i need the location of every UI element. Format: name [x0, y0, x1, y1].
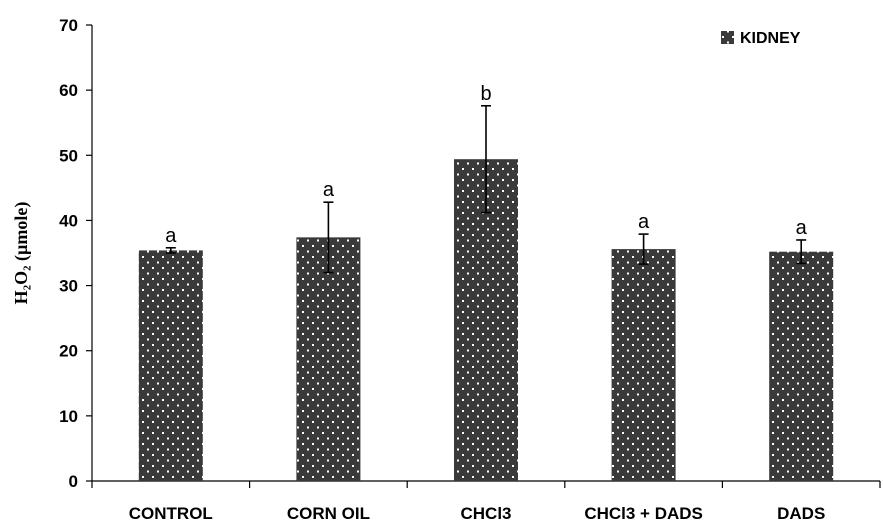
bars	[138, 159, 834, 482]
x-tick-label: CORN OIL	[287, 504, 370, 523]
error-bar	[796, 239, 807, 265]
x-ticks: CONTROL CORN OIL CHCl3 CHCl3 + DADS DADS	[91, 481, 881, 523]
error-bar	[323, 201, 334, 274]
y-tick-label: 0	[69, 472, 78, 491]
significance-label: b	[480, 83, 491, 105]
error-bar	[638, 233, 649, 265]
x-tick-label: CONTROL	[129, 504, 213, 523]
legend-swatch	[721, 31, 734, 44]
error-bar	[481, 104, 491, 214]
x-tick-label: CHCl3 + DADS	[584, 504, 703, 523]
bar-4	[611, 249, 676, 481]
bar-1	[138, 250, 203, 481]
y-tick-label: 70	[59, 16, 78, 35]
significance-labels: a a b a a	[165, 83, 807, 247]
y-tick-label: 50	[59, 146, 78, 165]
y-axis-label: H₂O₂ (µmole)	[11, 202, 32, 305]
legend: KIDNEY	[721, 30, 801, 47]
y-ticks: 0 10 20 30 40 50 60 70	[59, 16, 92, 491]
significance-label: a	[165, 225, 177, 247]
legend-label: KIDNEY	[740, 30, 801, 47]
error-bars	[165, 104, 807, 274]
significance-label: a	[323, 179, 335, 201]
significance-label: a	[638, 211, 650, 233]
y-tick-label: 40	[59, 211, 78, 230]
bar-5	[769, 251, 834, 481]
x-tick-label: CHCl3	[460, 504, 511, 523]
significance-label: a	[796, 217, 808, 239]
bar-2	[296, 237, 361, 481]
y-tick-label: 10	[59, 407, 78, 426]
y-tick-label: 60	[59, 81, 78, 100]
y-tick-label: 30	[59, 277, 78, 296]
x-tick-label: DADS	[777, 504, 825, 523]
y-tick-label: 20	[59, 342, 78, 361]
error-bar	[165, 246, 176, 254]
